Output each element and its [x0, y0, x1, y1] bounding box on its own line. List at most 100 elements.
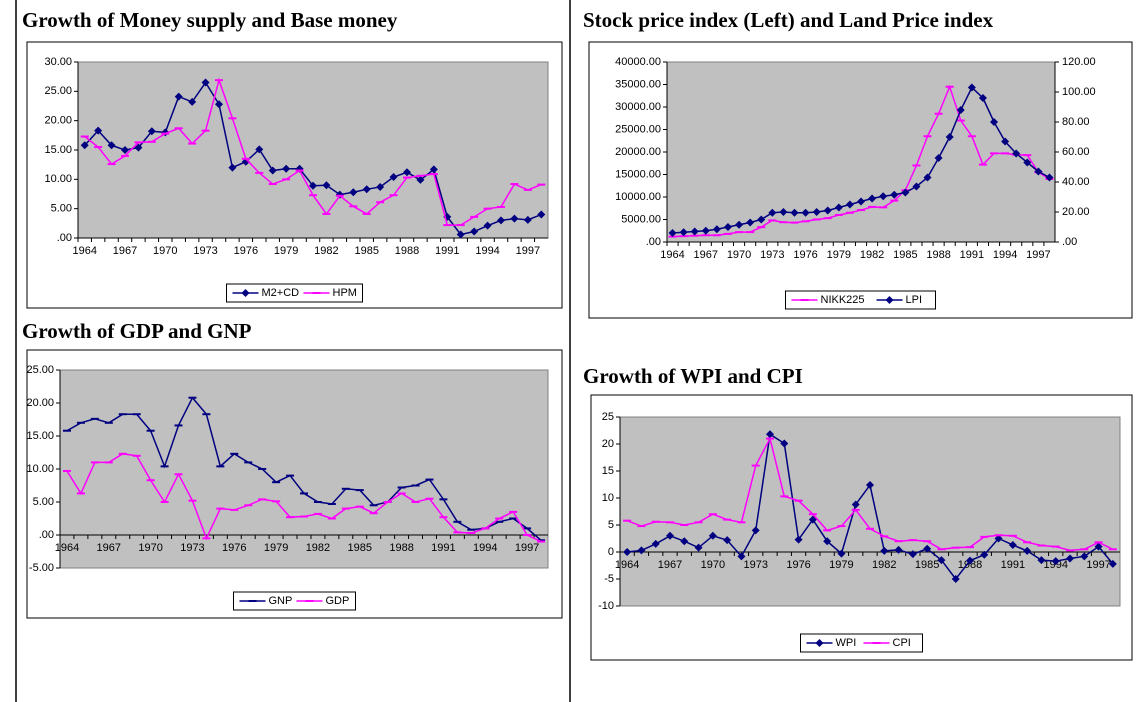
marker: [808, 515, 817, 524]
y-tick-label: .00: [57, 232, 72, 244]
marker: [857, 197, 865, 206]
marker: [121, 146, 129, 154]
y-tick-label: 25000.00: [615, 123, 661, 135]
x-tick-label: 1970: [727, 249, 751, 261]
x-tick-label: 1967: [113, 245, 137, 257]
marker: [215, 100, 223, 109]
x-tick-label: 1973: [193, 245, 217, 257]
legend-label: LPI: [906, 294, 923, 306]
marker: [823, 537, 832, 546]
marker: [174, 92, 183, 101]
y-tick-label: -10: [598, 600, 614, 612]
marker: [497, 216, 505, 225]
legend: WPI CPI: [800, 633, 923, 653]
marker: [994, 534, 1003, 543]
marker: [966, 556, 974, 565]
marker: [708, 531, 717, 540]
x-tick-label: 1979: [827, 249, 851, 261]
marker: [815, 639, 824, 647]
marker: [837, 549, 846, 558]
marker: [812, 208, 821, 216]
chart-title: Growth of WPI and CPI: [583, 364, 803, 388]
y-tick-label: 20: [602, 438, 614, 450]
marker: [923, 173, 932, 182]
marker: [679, 228, 688, 237]
x-tick-label: 1973: [743, 559, 767, 571]
x-tick-label: 1976: [793, 249, 817, 261]
marker: [456, 230, 465, 239]
marker: [1066, 554, 1074, 563]
marker: [282, 164, 291, 173]
marker: [780, 439, 789, 448]
y-tick-label: 5: [608, 519, 614, 531]
marker: [201, 78, 210, 87]
marker: [879, 192, 888, 201]
marker: [416, 175, 425, 184]
x-tick-label: 1982: [314, 245, 338, 257]
y-tick-label: 15.00: [26, 430, 54, 442]
y-tick-label: 25.00: [26, 364, 54, 376]
marker: [188, 97, 197, 106]
marker: [751, 526, 760, 535]
marker: [666, 531, 674, 540]
marker: [668, 229, 677, 237]
y-tick-label: .00: [646, 236, 661, 248]
marker: [268, 166, 277, 175]
x-tick-label: 1964: [660, 249, 684, 261]
marker: [147, 127, 156, 136]
chart-title: Growth of GDP and GNP: [22, 319, 252, 343]
legend-label: GNP: [269, 595, 293, 607]
marker: [537, 210, 546, 219]
x-tick-label: 1994: [475, 245, 499, 257]
y2-tick-label: 80.00: [1062, 116, 1090, 128]
x-tick-label: 1988: [395, 245, 419, 257]
marker: [1034, 167, 1043, 176]
marker: [768, 208, 777, 217]
marker: [362, 185, 371, 194]
marker: [866, 481, 874, 490]
marker: [723, 223, 732, 231]
x-tick-label: 1991: [1001, 559, 1025, 571]
y-tick-label: 15.00: [44, 144, 72, 156]
x-tick-label: 1994: [473, 542, 497, 554]
x-tick-label: 1976: [222, 542, 246, 554]
y-tick-label: 10.00: [44, 173, 72, 185]
marker: [483, 221, 492, 230]
marker: [766, 430, 774, 439]
marker: [322, 181, 331, 190]
legend: NIKK225 LPI: [785, 290, 936, 310]
marker: [690, 227, 699, 236]
marker: [80, 141, 89, 150]
y-tick-label: 30.00: [44, 56, 72, 68]
x-tick-label: 1982: [860, 249, 884, 261]
y-tick-label: 25.00: [44, 85, 72, 97]
marker: [510, 214, 519, 223]
marker: [937, 556, 946, 565]
x-tick-label: 1967: [694, 249, 718, 261]
marker: [908, 550, 917, 559]
marker: [880, 546, 889, 555]
y-tick-label: 20000.00: [615, 146, 661, 158]
y-tick-label: 35000.00: [615, 78, 661, 90]
x-tick-label: 1985: [915, 559, 939, 571]
y-tick-label: 10: [602, 492, 614, 504]
marker: [349, 188, 358, 197]
marker: [134, 143, 143, 152]
x-tick-label: 1964: [615, 559, 639, 571]
plot-area: [619, 416, 1121, 607]
y-tick-label: 15: [602, 465, 614, 477]
marker: [951, 575, 960, 583]
marker: [823, 206, 832, 215]
marker: [107, 141, 116, 150]
plot-area: [666, 61, 1056, 243]
marker: [1023, 546, 1032, 555]
x-tick-label: 1997: [1026, 249, 1050, 261]
x-tick-label: 1967: [658, 559, 682, 571]
marker: [757, 215, 766, 224]
marker: [868, 194, 877, 203]
y-tick-label: 0: [608, 546, 614, 558]
marker: [694, 543, 703, 552]
marker: [890, 190, 899, 199]
